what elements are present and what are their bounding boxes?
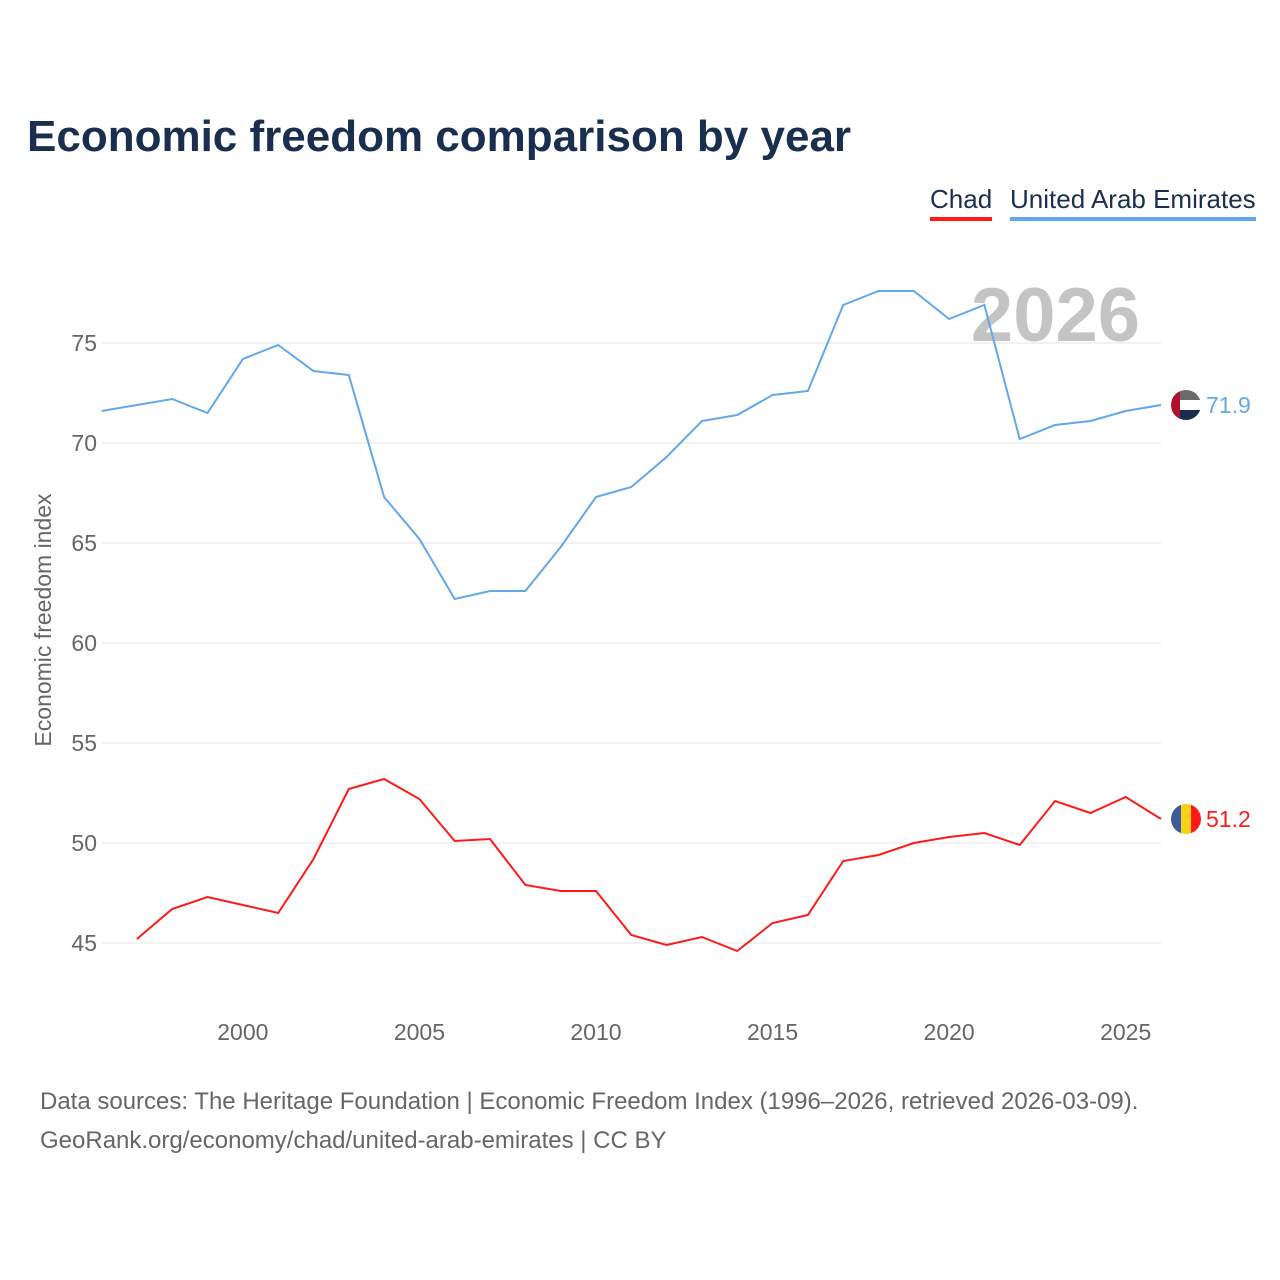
x-axis-ticks: 2000 2005 2010 2015 2020 2025 bbox=[217, 1019, 1151, 1045]
y-tick-label: 65 bbox=[71, 530, 97, 556]
chart-title: Economic freedom comparison by year bbox=[27, 112, 852, 161]
y-axis-ticks: 45 50 55 60 65 70 75 bbox=[71, 330, 97, 956]
chad-flag-icon bbox=[1171, 804, 1201, 834]
attribution-link[interactable]: GeoRank.org/economy/chad/united-arab-emi… bbox=[40, 1127, 667, 1154]
y-tick-label: 50 bbox=[71, 830, 97, 856]
uae-flag-icon bbox=[1171, 390, 1201, 420]
x-tick-label: 2020 bbox=[924, 1019, 975, 1045]
y-tick-label: 60 bbox=[71, 630, 97, 656]
data-source-note: Data sources: The Heritage Foundation | … bbox=[40, 1088, 1139, 1115]
end-value-label: 71.9 bbox=[1206, 392, 1251, 418]
end-value-label: 51.2 bbox=[1206, 806, 1251, 832]
series-line-chad bbox=[136, 777, 1162, 953]
series-lines: 51.2 71.9 bbox=[101, 290, 1251, 953]
gridlines bbox=[101, 342, 1161, 944]
y-tick-label: 55 bbox=[71, 730, 97, 756]
x-tick-label: 2015 bbox=[747, 1019, 798, 1045]
x-tick-label: 2025 bbox=[1100, 1019, 1151, 1045]
legend-item-uae[interactable]: United Arab Emirates bbox=[1010, 184, 1256, 221]
x-tick-label: 2005 bbox=[394, 1019, 445, 1045]
legend-item-chad[interactable]: Chad bbox=[930, 184, 993, 221]
y-axis-label: Economic freedom index bbox=[30, 493, 56, 747]
year-watermark: 2026 bbox=[971, 273, 1140, 358]
x-tick-label: 2010 bbox=[570, 1019, 621, 1045]
x-tick-label: 2000 bbox=[217, 1019, 268, 1045]
y-tick-label: 70 bbox=[71, 430, 97, 456]
y-tick-label: 45 bbox=[71, 930, 97, 956]
y-tick-label: 75 bbox=[71, 330, 97, 356]
